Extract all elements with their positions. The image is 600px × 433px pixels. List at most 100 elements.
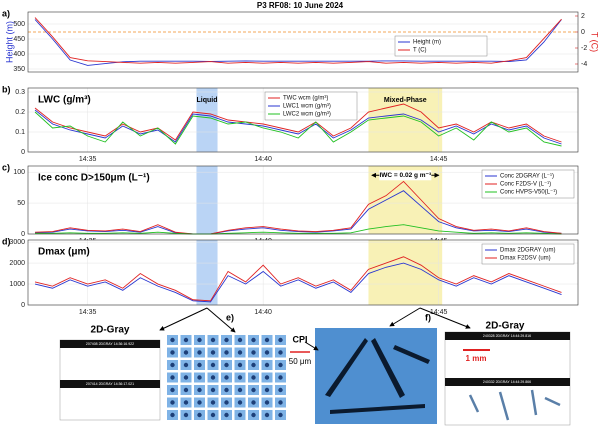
x-tick-label: 14:35: [79, 309, 97, 316]
cpi-drop: [170, 375, 175, 380]
cpi-drop: [264, 337, 270, 343]
region: [368, 240, 443, 305]
annotation-bg: [379, 170, 432, 181]
cpi-drop: [224, 362, 229, 368]
cpi-drop: [210, 350, 216, 355]
annotation: IWC = 0.02 g m⁻³: [379, 172, 431, 179]
region: [196, 240, 218, 305]
cpi-drop: [183, 375, 189, 380]
cpi-drop: [170, 400, 175, 405]
region: [196, 88, 218, 152]
y-tick-label: 100: [13, 169, 25, 176]
cpi-drop: [170, 337, 175, 343]
y-tick-label: 2000: [9, 260, 25, 267]
cpi-drop: [237, 362, 243, 368]
cpi-drop: [197, 387, 202, 393]
cpi-drop: [197, 362, 202, 368]
legend-label: Conc HVPS-V50(L⁻¹): [500, 190, 557, 196]
y-tick-label: 0: [21, 302, 25, 309]
image-stamp: 240328 2DGRAY 14:44:29.816: [483, 334, 531, 338]
x-tick-label: 14:40: [254, 309, 272, 316]
cpi-drop: [237, 337, 243, 343]
cpi-drop: [183, 362, 189, 368]
chart-title: P3 RF08: 10 June 2024: [257, 1, 344, 10]
y-axis-title: LWC (g/m³): [38, 95, 91, 106]
cpi-drop: [237, 387, 243, 393]
cpi-drop: [210, 387, 216, 393]
y2-tick-label: 2: [581, 13, 585, 20]
cpi-drop: [170, 362, 175, 368]
series-line: [34, 256, 562, 302]
series-line: [34, 17, 562, 64]
cpi-drop: [251, 375, 256, 380]
y-tick-label: 3000: [9, 239, 25, 246]
y2-tick-label: -4: [581, 61, 587, 68]
cpi-label: CPI: [292, 334, 307, 344]
cpi-grid: [167, 335, 286, 420]
legend-label: TWC wcm (g/m³): [283, 96, 328, 102]
panel: 0 1000 2000 3000 14:35 14:40 14:45 d) Dmax (μm) D…: [2, 236, 579, 316]
image-header: [445, 378, 570, 386]
cpi-drop: [278, 412, 283, 418]
cpi-drop: [197, 412, 202, 418]
cpi-drop: [197, 400, 202, 405]
cpi-drop: [251, 350, 256, 355]
y-tick-label: 400: [13, 51, 25, 58]
panel-label: b): [2, 84, 11, 94]
cpi-drop: [264, 412, 270, 418]
image-title: 2D-Gray: [91, 325, 130, 336]
cpi-drop: [264, 375, 270, 380]
legend-label: Dmax F2DSV (um): [500, 256, 551, 262]
y-tick-label: 0.2: [15, 109, 25, 116]
image-stamp: 207408 2DGRAY 14:36:16.922: [86, 342, 134, 346]
y-tick-label: 500: [13, 21, 25, 28]
series-line: [34, 262, 562, 303]
series-line: [34, 103, 562, 143]
x-tick-label: 14:45: [430, 156, 448, 163]
y-axis-title: Height (m): [4, 21, 14, 63]
region: [196, 166, 218, 234]
image-stamp: 240332 2DGRAY 14:44:29.866: [483, 380, 531, 384]
series-line: [34, 19, 562, 66]
panel: Liquid Mixed-Phase 0 0.1 0.2 0.3 14:35 14:40 14:…: [2, 84, 579, 163]
image-strip: 2D-Gray 207408 2DGRAY 14:36:16.922 20741…: [59, 307, 571, 426]
y-axis-title: Ice conc D>150μm (L⁻¹): [38, 173, 150, 184]
legend-box: [394, 35, 488, 57]
y-tick-label: 350: [13, 66, 25, 73]
cpi-drop: [210, 412, 216, 418]
cpi-drop: [183, 337, 189, 343]
cpi-drop: [210, 400, 216, 405]
image-stamp: 207414 2DGRAY 14:36:17.021: [86, 382, 134, 386]
legend-label: Dmax 2DGRAY (um): [500, 248, 555, 254]
cpi-drop: [210, 337, 216, 343]
x-tick-label: 14:35: [79, 156, 97, 163]
cpi-drop: [183, 400, 189, 405]
panel-label: c): [2, 162, 10, 172]
arrows: [159, 307, 471, 351]
plot-frame: [27, 165, 579, 235]
cpi-drop: [197, 337, 202, 343]
cpi-drop: [197, 375, 202, 380]
image-header: [60, 340, 160, 348]
y-tick-label: 0.1: [15, 129, 25, 136]
series-line: [35, 180, 562, 235]
legend-label: LWC1 wcm (g/m³): [283, 104, 331, 110]
legend-box: [264, 91, 358, 121]
legend-label: T (C): [413, 48, 427, 54]
panel-label: a): [2, 8, 10, 18]
crystals: [325, 338, 430, 414]
y-tick-label: 0: [21, 149, 25, 156]
cpi-drop: [264, 387, 270, 393]
legend-label: Height (m): [413, 40, 441, 46]
cpi-drop: [251, 400, 256, 405]
panel: 350 400 450 500 -4 -2 0 2 P3 RF08: 10 June 2024 a…: [2, 1, 600, 73]
legend-box: [481, 169, 575, 199]
cpi-drop: [278, 362, 283, 368]
plot-frame: [27, 239, 579, 306]
cpi-drop: [210, 362, 216, 368]
cpi-drop: [251, 337, 256, 343]
cpi-drop: [251, 412, 256, 418]
y-tick-label: 0.3: [15, 89, 25, 96]
